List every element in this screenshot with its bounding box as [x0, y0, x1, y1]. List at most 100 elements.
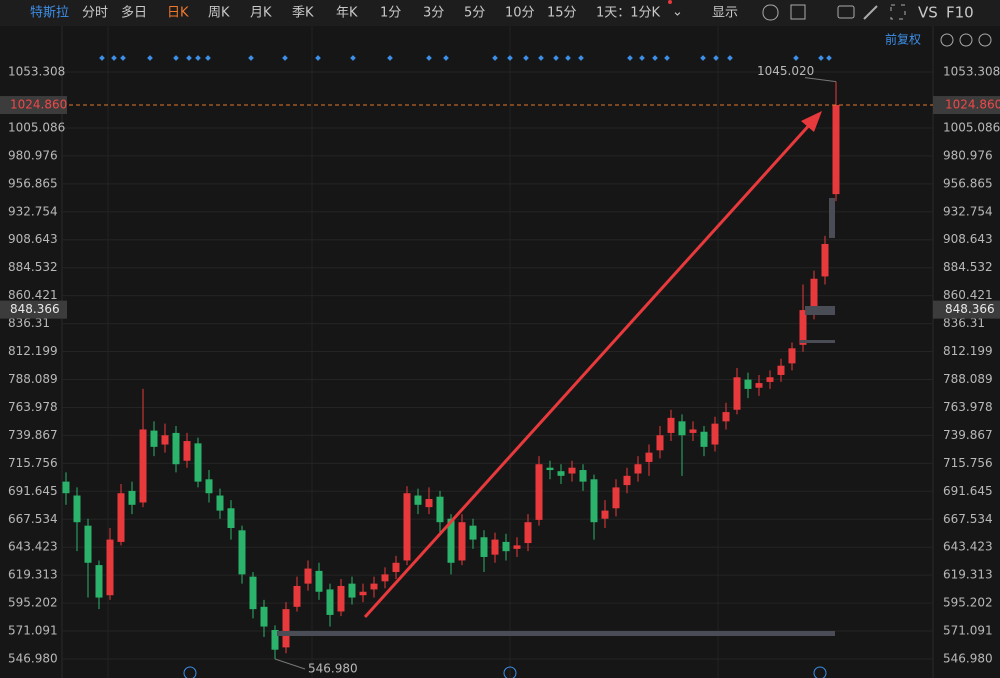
period-tab[interactable]: 年K	[336, 6, 358, 21]
y-tick-label-right: 1053.308	[943, 65, 1000, 79]
f10-button[interactable]: F10	[946, 4, 974, 22]
price-tag	[0, 300, 67, 319]
y-tick-label: 812.199	[8, 344, 58, 358]
y-tick-label: 667.534	[8, 512, 58, 526]
y-tick-label-right: 643.423	[943, 540, 993, 554]
candle-body	[161, 435, 169, 445]
event-icon[interactable]	[503, 666, 517, 678]
y-tick-label-right: 619.313	[943, 568, 993, 582]
stock-name[interactable]: 特斯拉	[30, 6, 69, 21]
support-band	[277, 631, 835, 636]
period-tab[interactable]: 15分	[547, 6, 577, 21]
candle-body	[436, 496, 444, 523]
period-tab[interactable]: 10分	[505, 6, 535, 21]
period-tab[interactable]: 日K	[167, 6, 189, 21]
event-dot	[639, 55, 645, 61]
y-tick-label: 980.976	[8, 148, 58, 162]
period-tab[interactable]: 月K	[250, 6, 272, 21]
candle-body	[689, 429, 697, 433]
period-tab[interactable]: 多日	[121, 5, 147, 21]
y-tick-label-right: 860.421	[943, 288, 993, 302]
low-label: 546.980	[308, 662, 358, 676]
event-dot	[538, 55, 544, 61]
candle-body	[271, 630, 279, 650]
candle-body	[370, 583, 378, 590]
y-tick-label: 763.978	[8, 400, 58, 414]
y-tick-label-right: 836.31	[943, 316, 985, 330]
candle-body	[84, 525, 92, 563]
y-tick-label: 860.421	[8, 288, 58, 302]
adjust-button[interactable]: 前复权	[885, 32, 921, 47]
candle-body	[205, 479, 213, 494]
candle-body	[524, 522, 532, 544]
candle-body	[128, 490, 136, 505]
range-select[interactable]: 1天：1分K	[596, 6, 661, 21]
candle-body	[249, 576, 257, 610]
candle-body	[722, 412, 730, 422]
y-tick-label: 1053.308	[8, 65, 65, 79]
y-tick-label: 908.643	[8, 232, 58, 246]
event-dot	[713, 55, 719, 61]
candle-body	[458, 522, 466, 561]
y-tick-label: 571.091	[8, 624, 58, 638]
zoom-out-icon[interactable]	[959, 33, 973, 47]
y-tick-label-right: 571.091	[943, 624, 993, 638]
y-tick-label: 643.423	[8, 540, 58, 554]
period-tab[interactable]: 3分	[423, 6, 444, 21]
y-tick-label: 691.645	[8, 484, 58, 498]
frame-icon[interactable]	[790, 4, 806, 20]
y-tick-label: 956.865	[8, 176, 58, 190]
y-tick-label: 788.089	[8, 372, 58, 386]
vs-button[interactable]: VS	[918, 4, 938, 22]
y-tick-label: 836.31	[8, 316, 50, 330]
period-tab[interactable]: 季K	[292, 6, 314, 21]
price-tag	[0, 96, 67, 115]
y-tick-label: 595.202	[8, 596, 58, 610]
gap-band	[805, 306, 835, 315]
display-menu[interactable]: 显示	[712, 6, 738, 21]
period-tab[interactable]: 分时	[82, 6, 108, 21]
candle-body	[546, 467, 554, 471]
gap-band	[800, 340, 835, 343]
zoom-in-icon[interactable]	[978, 33, 992, 47]
notification-dot	[668, 0, 672, 4]
candle-body	[799, 310, 807, 345]
candle-body	[502, 541, 510, 552]
candle-body	[491, 539, 499, 555]
period-tab[interactable]: 周K	[208, 6, 230, 21]
camera-icon[interactable]	[837, 5, 855, 19]
period-tab[interactable]: 1分	[380, 6, 401, 21]
candle-body	[733, 377, 741, 410]
candle-body	[337, 585, 345, 612]
candle-body	[73, 495, 81, 523]
candle-body	[304, 568, 312, 584]
candle-body	[183, 441, 191, 461]
candle-body	[315, 570, 323, 592]
y-tick-label-right: 691.645	[943, 484, 993, 498]
pen-icon[interactable]	[863, 5, 878, 20]
low-pointer	[274, 658, 306, 670]
candle-body	[623, 475, 631, 486]
candle-body	[403, 493, 411, 561]
candle-body	[150, 430, 158, 447]
fullscreen-icon[interactable]	[890, 4, 906, 20]
candle-body	[568, 467, 576, 474]
event-icon[interactable]	[813, 666, 827, 678]
candle-body	[777, 365, 785, 375]
candle-body	[744, 379, 752, 389]
event-icon[interactable]	[183, 666, 197, 678]
event-dot	[700, 55, 706, 61]
y-tick-label: 546.980	[8, 652, 58, 666]
candle-body	[260, 606, 268, 627]
y-tick-label-right: 739.867	[943, 428, 993, 442]
trend-arrow	[363, 120, 814, 619]
settings-icon[interactable]	[762, 4, 779, 21]
candle-body	[348, 583, 356, 598]
candle-body	[293, 585, 301, 607]
help-icon[interactable]	[940, 33, 954, 47]
trend-arrowhead	[801, 111, 822, 132]
y-tick-label-right: 908.643	[943, 232, 993, 246]
candle-body	[414, 495, 422, 505]
period-tab[interactable]: 5分	[464, 6, 485, 21]
y-tick-label-right: 546.980	[943, 652, 993, 666]
